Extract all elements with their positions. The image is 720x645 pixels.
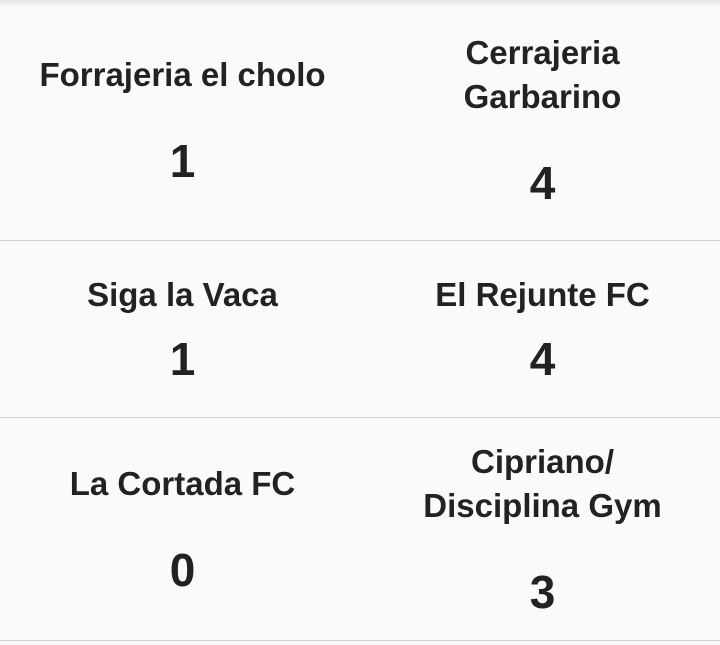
team-name: Cipriano/ Disciplina Gym	[423, 443, 662, 524]
home-team: Siga la Vaca 1	[0, 241, 365, 417]
match-row[interactable]: Forrajeria el cholo 1 Cerrajeria Garbari…	[0, 0, 720, 241]
away-team: El Rejunte FC 4	[365, 241, 720, 417]
home-team: La Cortada FC 0	[0, 418, 365, 640]
match-row[interactable]: Siga la Vaca 1 El Rejunte FC 4	[0, 241, 720, 418]
top-shadow	[0, 0, 720, 6]
team-name: Forrajeria el cholo	[39, 56, 326, 93]
team-score: 3	[529, 566, 556, 618]
team-name: La Cortada FC	[69, 465, 296, 502]
team-score: 4	[529, 333, 556, 385]
team-score: 1	[169, 135, 196, 187]
team-name: El Rejunte FC	[435, 276, 650, 313]
team-name: Siga la Vaca	[87, 276, 278, 313]
away-team: Cipriano/ Disciplina Gym 3	[365, 418, 720, 640]
team-score: 4	[529, 157, 556, 209]
home-team: Forrajeria el cholo 1	[0, 0, 365, 240]
team-score: 1	[169, 333, 196, 385]
team-name: Cerrajeria Garbarino	[463, 34, 622, 115]
match-row[interactable]: La Cortada FC 0 Cipriano/ Disciplina Gym…	[0, 418, 720, 641]
away-team: Cerrajeria Garbarino 4	[365, 0, 720, 240]
team-score: 0	[169, 544, 196, 596]
